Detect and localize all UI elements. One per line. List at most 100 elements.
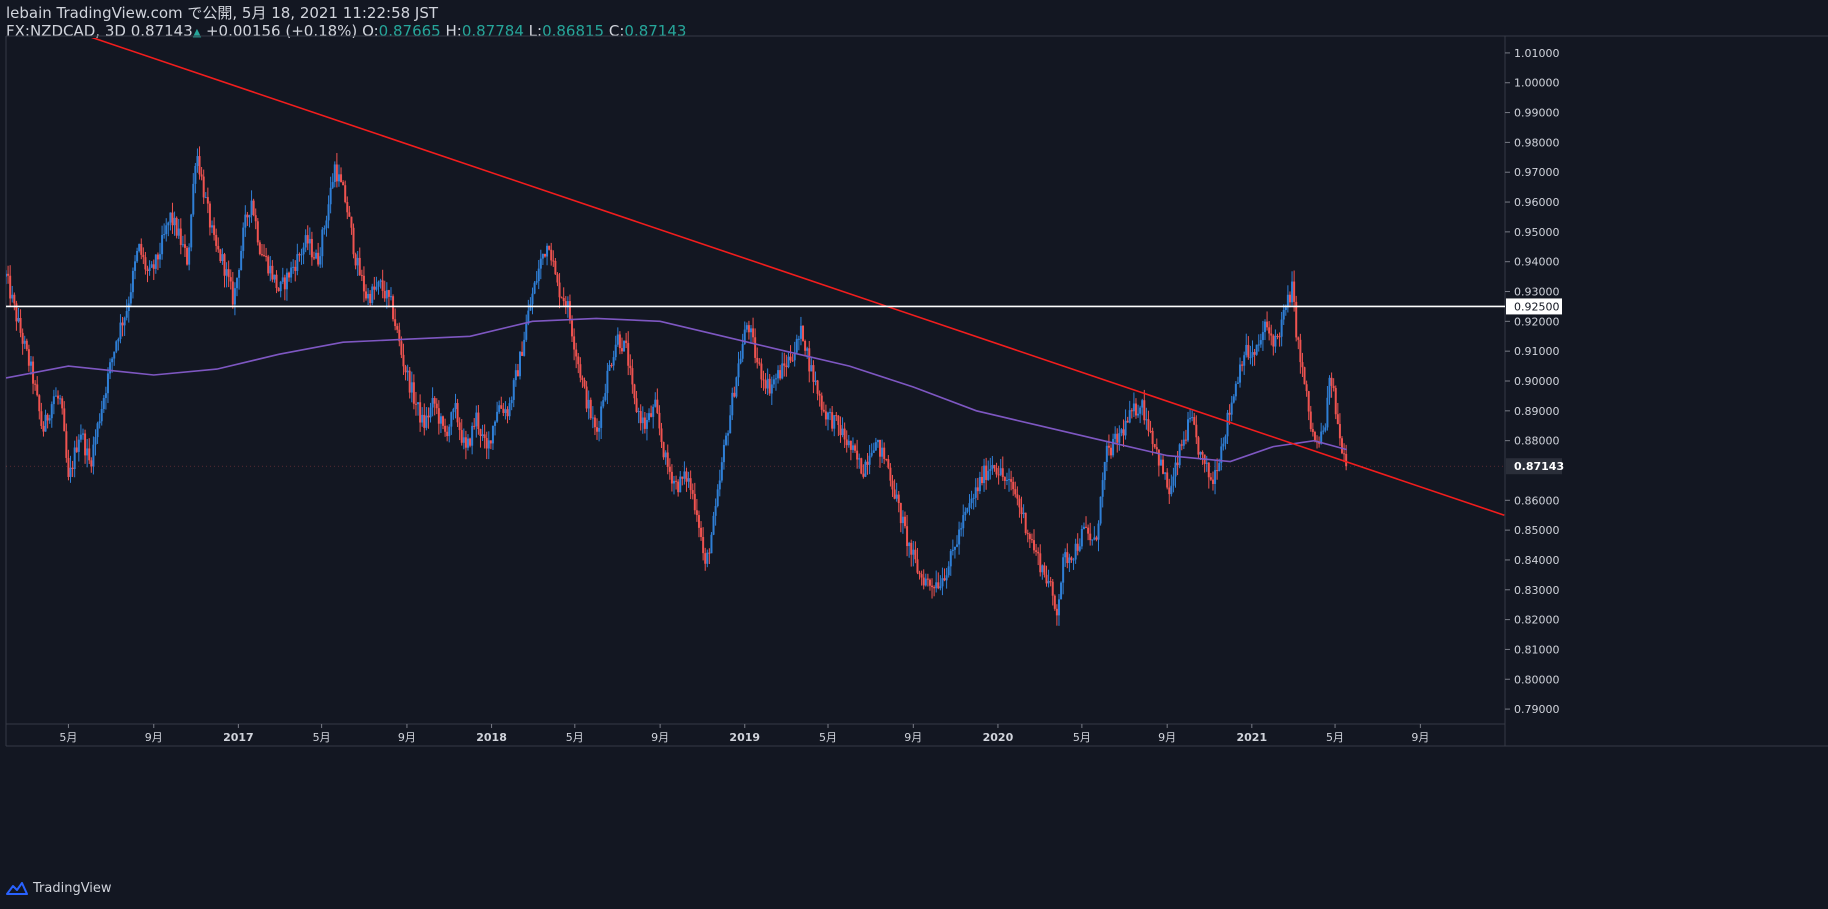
candle-body: [248, 215, 251, 218]
candle-body: [254, 215, 257, 222]
horizontal-level-tag: [1506, 298, 1562, 315]
candle-body: [718, 480, 721, 490]
price-tick-label: 0.91000: [1514, 345, 1560, 358]
candle-body: [1057, 599, 1060, 616]
candle-body: [804, 340, 807, 351]
candle-body: [169, 212, 172, 223]
plot-area: [6, 38, 1505, 626]
candle-body: [1274, 335, 1277, 347]
price-tick-label: 0.99000: [1514, 107, 1560, 120]
candle-body: [340, 174, 343, 183]
candle-body: [129, 292, 132, 304]
candle-body: [423, 414, 426, 428]
candle-body: [1045, 574, 1048, 584]
candle-body: [935, 582, 938, 589]
time-tick-label: 9月: [145, 731, 163, 744]
candle-body: [371, 286, 374, 303]
candle-body: [529, 304, 532, 311]
candle-body: [1062, 557, 1065, 583]
candle-body: [369, 293, 372, 303]
candle-body: [225, 269, 228, 276]
price-tick-label: 0.80000: [1514, 673, 1560, 686]
candle-body: [1089, 533, 1092, 541]
candle-body: [79, 434, 82, 440]
candle-body: [148, 267, 151, 272]
candle-body: [452, 409, 455, 413]
candle-body: [1228, 412, 1231, 415]
horizontal-level-label: 0.92500: [1514, 300, 1560, 313]
candle-body: [945, 575, 948, 581]
time-tick-label: 5月: [819, 731, 837, 744]
candle-body: [337, 174, 340, 182]
time-tick-label: 5月: [313, 731, 331, 744]
candle-body: [215, 234, 218, 246]
candle-body: [1147, 419, 1150, 431]
candle-body: [392, 296, 395, 320]
candle-body: [806, 348, 809, 351]
candle-body: [1209, 477, 1212, 480]
candle-body: [1295, 301, 1298, 338]
candle-body: [616, 334, 619, 345]
candle-body: [1301, 362, 1304, 368]
candle-body: [885, 458, 888, 460]
candle-body: [903, 516, 906, 527]
candle-body: [1053, 595, 1056, 609]
candle-body: [922, 577, 925, 586]
candle-body: [142, 254, 145, 258]
candle-body: [662, 442, 665, 458]
candle-body: [912, 549, 915, 555]
tradingview-footer[interactable]: TradingView: [6, 881, 112, 896]
candle-body: [59, 398, 62, 400]
candle-body: [469, 438, 472, 446]
candle-body: [552, 260, 555, 262]
candle-body: [294, 266, 297, 271]
candle-body: [822, 409, 825, 412]
candle-body: [670, 471, 673, 484]
time-tick-label: 2018: [476, 731, 507, 744]
candle-body: [1270, 333, 1273, 336]
candle-body: [656, 399, 659, 413]
candle-body: [604, 393, 607, 401]
candle-body: [752, 328, 755, 338]
candle-body: [389, 296, 392, 298]
candle-body: [1122, 429, 1125, 436]
candle-body: [179, 228, 182, 245]
candle-body: [88, 448, 91, 461]
candle-body: [1220, 446, 1223, 464]
candle-body: [306, 235, 309, 244]
candle-body: [1309, 411, 1312, 430]
candle-body: [1001, 468, 1004, 478]
up-arrow-icon: ▲: [192, 26, 202, 39]
candle-body: [704, 553, 707, 564]
candle-body: [764, 380, 767, 389]
candle-body: [706, 552, 709, 564]
candle-body: [976, 487, 979, 492]
candle-body: [966, 507, 969, 512]
candle-body: [281, 277, 284, 282]
candle-body: [858, 458, 861, 460]
candle-body: [523, 339, 526, 356]
candle-body: [808, 348, 811, 372]
candle-body: [381, 280, 384, 291]
candle-body: [660, 428, 663, 443]
candle-body: [816, 380, 819, 394]
candle-body: [123, 317, 126, 326]
candle-body: [1338, 424, 1341, 439]
candle-body: [1330, 377, 1333, 386]
candle-body: [344, 185, 347, 203]
candle-body: [550, 249, 553, 261]
candle-body: [310, 238, 313, 258]
candle-body: [125, 311, 128, 318]
candle-body: [758, 362, 761, 364]
candle-body: [17, 317, 20, 322]
candle-body: [506, 409, 509, 417]
candle-body: [556, 274, 559, 283]
candle-body: [298, 254, 301, 256]
candle-body: [749, 328, 752, 333]
candle-body: [458, 422, 461, 431]
candle-body: [487, 440, 490, 449]
candle-body: [1003, 477, 1006, 481]
candle-body: [985, 465, 988, 480]
candle-body: [700, 527, 703, 537]
